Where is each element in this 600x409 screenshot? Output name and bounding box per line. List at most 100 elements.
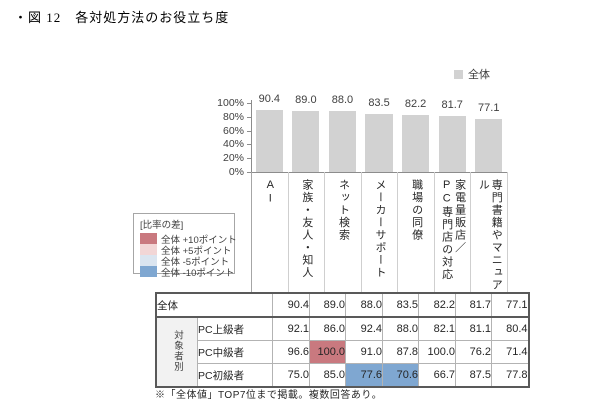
bar [475,118,503,172]
footnote: ※「全体値」TOP7位まで掲載。複数回答あり。 [155,390,383,401]
diff-legend-item: 全体 -10ポイント [140,266,235,279]
table-row: PC中級者 96.6 100.0 91.0 87.8 100.0 76.2 71.4 [156,340,529,364]
category-axis: AI 家族・友人・知人 ネット検索 メーカーサポート 職場の同僚 家電量販店／ PC専門店… [251,172,509,292]
table-cell: 71.4 [491,340,529,364]
diff-legend-box: [比率の差] 全体 +10ポイント 全体 +5ポイント 全体 -5ポイント 全体 -1… [133,213,237,279]
y-axis-tick-label: 20% [222,152,244,165]
category-label: 家電量販店／ PC専門店の対応 [440,179,466,281]
diff-legend-item: 全体 -5ポイント [140,255,234,268]
category-cell: 家電量販店／ PC専門店の対応 [435,172,472,292]
table-cell: 87.5 [455,363,492,388]
category-cell: 家族・友人・知人 [289,172,326,292]
bar [402,115,430,172]
table-group-label: 対象者別 [155,316,198,388]
y-axis-tick-mark [247,144,251,146]
table-cell: 75.0 [272,363,310,388]
category-label: 専門書籍やマニュアル [477,179,503,292]
bar [438,115,466,172]
bar [365,114,393,172]
table-cell: 92.4 [345,316,383,341]
category-label: ネット検索 [337,179,350,242]
table-cell: 90.4 [272,292,310,318]
table-cell: 91.0 [345,340,383,364]
table-row-label: 全体 [155,292,273,318]
diff-legend-item-label: 全体 -5ポイント [161,256,230,268]
y-axis-tick-label: 100% [217,97,244,109]
bar-slot: 90.4 [251,93,288,172]
y-axis-tick-label: 0% [228,166,244,178]
table-cell: 70.6 [382,363,419,388]
table-cell: 88.0 [345,292,383,318]
legend-label: 全体 [468,69,490,81]
diff-legend-swatch-icon [140,233,157,244]
y-axis-tick-label: 60% [222,124,244,137]
category-label: AI [264,179,277,206]
table-cell: 100.0 [418,340,456,364]
diff-legend-swatch-icon [140,244,157,255]
bar [328,111,356,172]
chart-legend: 全体 [454,66,490,82]
table-row-label: PC中級者 [197,340,273,364]
diff-legend-swatch-icon [140,266,157,277]
bar-value-label: 83.5 [368,97,390,110]
table-row-label: PC初級者 [197,363,273,388]
bar-slot: 82.2 [397,98,434,172]
bar-slot: 81.7 [434,99,471,172]
table-cell: 76.2 [455,340,492,364]
y-axis-tick-mark [247,130,251,132]
table-row: 対象者別 PC上級者 92.1 86.0 92.4 88.0 82.1 81.1 80.4 [155,316,529,388]
y-axis-tick-mark [247,116,251,118]
y-axis-tick-label: 40% [222,138,244,151]
diff-legend-item: 全体 +5ポイント [140,244,234,257]
category-cell: ネット検索 [325,172,362,292]
diff-legend-item-label: 全体 +10ポイント [161,234,237,246]
data-table: 全体 90.4 89.0 88.0 83.5 82.2 81.7 77.1 対象者別 PC上級者 9… [155,292,530,388]
y-axis-tick-mark [247,158,251,160]
table-cell: 81.7 [455,292,492,318]
category-label: 職場の同僚 [410,179,423,242]
table-cell: 82.2 [418,292,456,318]
table-cell: 80.4 [491,316,529,341]
table-cell: 85.0 [309,363,346,388]
category-cell: 職場の同僚 [398,172,435,292]
table-cell: 82.1 [418,316,456,341]
table-cell: 77.6 [345,363,383,388]
bar-value-label: 88.0 [331,94,354,107]
table-cell: 81.1 [455,316,492,341]
bar [292,110,320,172]
table-cell: 89.0 [309,292,346,318]
table-cell: 77.8 [491,363,529,388]
table-cell: 96.6 [272,340,310,364]
table-cell: 87.8 [382,340,419,364]
bar-value-label: 81.7 [441,98,463,111]
table-cell: 77.1 [491,292,529,318]
bar-value-label: 77.1 [478,101,500,114]
table-row: PC初級者 75.0 85.0 77.6 70.6 66.7 87.5 77.8 [156,363,529,388]
bar-slot: 77.1 [470,102,507,172]
category-label: 家族・友人・知人 [300,179,313,279]
bar [255,109,283,172]
table-cell: 92.1 [272,316,310,341]
diff-legend-item: 全体 +10ポイント [140,233,237,246]
table-row-label: PC上級者 [197,316,273,341]
diff-legend-item-label: 全体 -10ポイント [161,267,235,279]
y-axis-tick-label: 80% [222,110,244,123]
category-cell: 専門書籍やマニュアル [471,172,509,292]
y-axis-tick-mark [247,103,251,104]
table-cell: 66.7 [418,363,456,388]
diff-legend-item-label: 全体 +5ポイント [161,245,232,257]
y-axis-tick-mark [247,172,251,173]
y-axis-line [251,100,252,172]
table-cell: 88.0 [382,316,419,341]
figure-title: ・図 12 各対処方法のお役立ち度 [14,10,230,25]
table-cell: 86.0 [309,316,346,341]
table-group-label-text: 対象者別 [172,329,183,372]
bar-value-label: 89.0 [295,93,317,106]
diff-legend-title: [比率の差] [140,220,184,231]
category-label: メーカーサポート [374,179,387,279]
table-cell: 100.0 [309,340,346,364]
bar-slot: 89.0 [288,94,325,172]
table-cell: 83.5 [382,292,419,318]
diff-legend-swatch-icon [140,255,157,266]
